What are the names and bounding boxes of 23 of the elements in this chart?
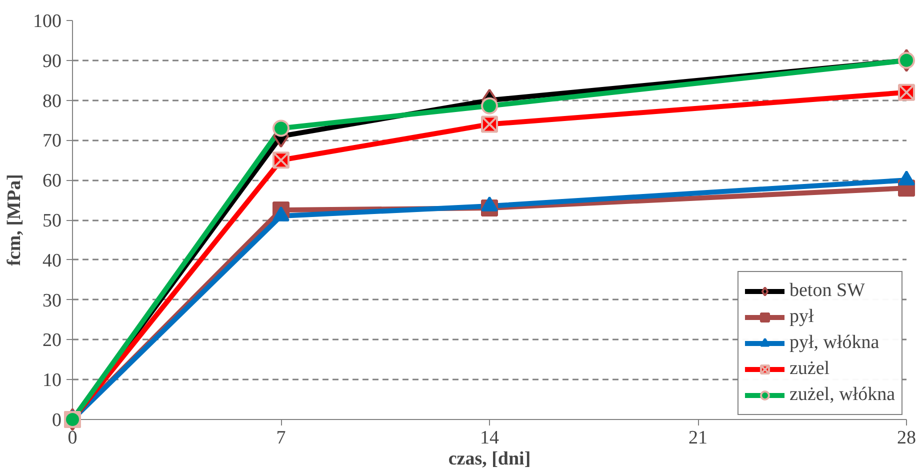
legend-label: pył [789,305,814,329]
x-tick-label: 0 [68,428,78,448]
y-axis-title: fcm, [MPa] [4,174,25,266]
x-tick-label: 21 [688,428,708,448]
y-tick-label: 60 [42,170,62,192]
y-tick-label: 0 [52,410,62,431]
x-axis-title: czas, [dni] [448,448,531,470]
y-tick-label: 10 [42,370,62,392]
y-tick-label: 100 [33,11,62,32]
y-tick-label: 70 [42,130,62,152]
x-tick-label: 14 [480,428,500,448]
y-tick-label: 90 [42,50,62,72]
y-tick-label: 50 [42,210,62,232]
legend-label: zużel [789,357,830,381]
y-tick-label: 40 [42,250,62,272]
legend-label: zużel, włókna [789,383,895,407]
x-tick-label: 7 [276,428,286,448]
legend-label: beton SW [789,279,865,303]
y-tick-label: 80 [42,90,62,112]
x-tick-label: 28 [897,428,916,448]
y-tick-label: 30 [42,290,62,312]
legend-label: pył, włókna [789,331,880,355]
y-tick-label: 20 [42,330,62,352]
